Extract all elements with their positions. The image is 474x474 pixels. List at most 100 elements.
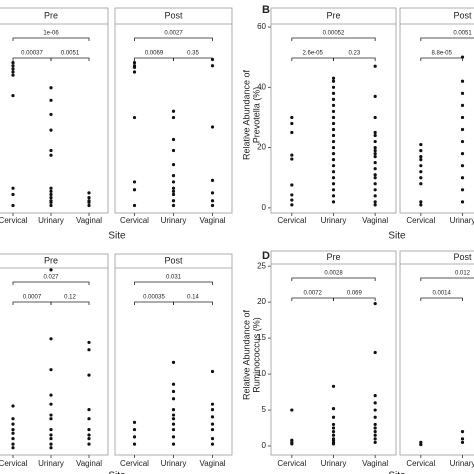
dot [331,170,336,174]
dot [290,203,294,207]
dot [290,198,294,202]
dot [11,404,15,408]
x-tick-label: Cervical [0,216,28,225]
dot [460,103,465,107]
dot [49,413,53,417]
p-value-label: 1e-06 [43,31,59,37]
dot [132,188,137,192]
dot [331,433,336,437]
dot [171,192,176,197]
x-tick-label: Vaginal [199,216,225,225]
x-axis-label: Site [108,231,126,242]
dot [331,182,336,186]
p-value-label: 0.12 [64,295,76,301]
p-value-label: 0.0051 [61,51,80,57]
dot [49,196,53,200]
dot [49,192,53,197]
y-tick-label: 5 [262,405,267,414]
dot [132,420,137,424]
dot [373,64,377,68]
dot [331,200,336,204]
dot [210,422,215,426]
dot [419,142,423,147]
dot [290,408,294,412]
dot [373,173,377,177]
p-value-label: 0.012 [455,271,471,277]
dot [373,149,377,153]
dot [373,152,377,156]
facet-title: Pre [326,252,340,262]
dot [373,182,377,186]
dot [132,115,137,120]
comparison-bracket [134,37,213,41]
dot [49,368,53,372]
dot [419,200,423,204]
facet-title: Pre [326,10,340,20]
x-axis-label: Site [388,471,406,474]
p-value-label: 0.0027 [164,31,183,37]
dot [171,397,176,401]
comparison-bracket [420,57,463,61]
y-tick-label: 20 [257,143,266,152]
y-tick-label: 40 [257,82,266,91]
dot [87,427,91,432]
dot [373,401,377,405]
dot [171,417,176,421]
p-value-label: 2.6e-05 [302,51,323,57]
dot [210,408,215,412]
dot [210,191,215,195]
dot [331,127,336,132]
dot [460,437,465,441]
dot [171,422,176,426]
dot [373,176,377,180]
facet-title: Pre [44,255,58,265]
dot [331,188,336,192]
dot [331,76,336,80]
dot [171,382,176,386]
dot [290,157,294,161]
comparison-bracket [50,57,90,61]
p-value-label: 0.00037 [21,51,43,57]
dot [171,360,176,365]
panel-letter: D [262,250,270,262]
comparison-bracket [134,301,174,305]
x-tick-label: Vaginal [76,216,102,225]
dot [331,139,336,144]
dot [49,402,53,406]
comparison-bracket [420,297,463,301]
dot [419,155,423,159]
p-value-label: 0.0072 [303,291,322,297]
dot [373,203,377,207]
dot [460,127,465,132]
dot [331,103,336,107]
dot [210,437,215,441]
dot [419,164,423,168]
dot [373,139,377,144]
y-axis-label: Relative Abundance of [241,309,251,400]
dot [11,93,15,98]
dot [171,442,176,446]
dot [460,91,465,95]
comparison-bracket [134,57,174,61]
dot [331,164,336,168]
dot [373,408,377,412]
dot [49,268,53,272]
x-tick-label: Vaginal [76,459,102,468]
dot [373,394,377,398]
dot [171,435,176,439]
p-value-label: 0.0007 [23,295,42,301]
facet-title: Pre [44,10,58,20]
y-tick-label: 10 [257,369,266,378]
dot [419,182,423,186]
dot [373,145,377,150]
dot [210,125,215,129]
p-value-label: 0.23 [348,51,360,57]
p-value-label: 8.8e-05 [431,51,452,57]
dot [290,121,294,126]
dot [49,98,53,102]
dot [419,203,423,207]
dot [49,433,53,437]
p-value-label: 0.35 [187,51,199,57]
dot [331,97,336,101]
dot [460,430,465,434]
